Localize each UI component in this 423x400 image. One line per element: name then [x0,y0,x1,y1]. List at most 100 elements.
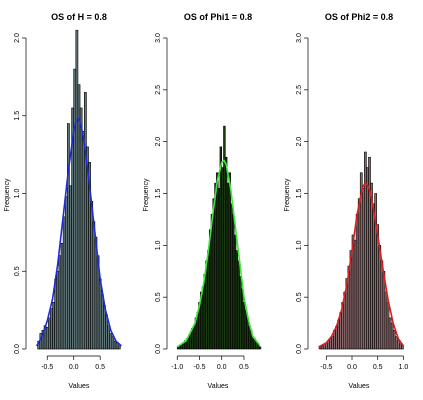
histogram-bar [258,346,262,350]
histogram-bar [73,68,77,350]
histogram-bar [329,338,332,350]
x-tick-label: -1.0 [171,364,183,371]
histogram-bar [392,330,396,350]
panel-phi2: OS of Phi2 = 0.8 Values Frequency -0.5 0.… [284,12,408,390]
histogram-bar [368,156,371,350]
y-tick-label: 1.5 [14,111,21,121]
histogram-bar [339,312,343,350]
histogram-bar [92,221,96,350]
histogram-bar [117,345,121,350]
histogram-bar [111,336,115,350]
x-axis-label: Values [349,383,370,390]
histogram-bar [357,198,361,350]
y-tick-label: 3.0 [155,33,162,43]
x-tick-label: -0.5 [320,364,332,371]
y-tick-label: 1.5 [296,189,303,199]
histogram-bar [399,343,402,350]
panel-title: OS of H = 0.8 [51,12,107,22]
histogram-bars [176,125,262,350]
histogram-bar [401,345,404,350]
y-tick-label: 2.0 [296,137,303,147]
y-tick-label: 0.5 [14,266,21,276]
histogram-bar [56,270,60,350]
density-curve [176,159,261,348]
x-tick-label: 0.0 [69,364,79,371]
histogram-bar [75,29,79,350]
x-tick-label: 0.5 [239,364,249,371]
y-tick-label: 0.5 [155,292,162,302]
y-tick-label: 2.5 [296,85,303,95]
x-tick-label: 0.5 [373,364,383,371]
histogram-bar [353,239,357,350]
x-tick-label: 0.5 [95,364,105,371]
histogram-bar [54,278,58,350]
y-tick-label: 3.0 [296,33,303,43]
histogram-bar [45,326,49,350]
histogram-bar [331,336,334,350]
histogram-bar [52,302,55,350]
histogram-bar [364,151,367,350]
histogram-bar [366,167,369,350]
histogram-bar [109,333,113,350]
histogram-bars [37,29,121,350]
y-axis-label: Frequency [284,178,291,212]
x-tick-label: -0.5 [41,364,53,371]
y-tick-label: 0.5 [296,292,303,302]
y-tick-label: 1.0 [14,189,21,199]
histogram-bar [380,260,384,350]
y-tick-label: 2.5 [155,85,162,95]
x-tick-label: 0.0 [217,364,227,371]
y-tick-label: 0.0 [296,344,303,354]
y-tick-label: 2.0 [155,137,162,147]
histogram-bar [62,216,66,350]
histogram-bars [318,151,404,350]
histogram-bar [98,278,102,350]
y-tick-label: 2.0 [14,33,21,43]
y-tick-label: 1.0 [155,240,162,250]
histogram-bar [384,291,388,350]
x-tick-label: 0.0 [347,364,357,371]
x-axis-label: Values [69,383,90,390]
x-axis-label: Values [208,383,229,390]
histogram-bar [47,317,51,350]
histogram-bar [386,302,390,350]
histogram-bar [390,322,394,350]
density-curve [35,118,122,347]
histogram-bar [372,203,375,350]
histogram-bar [67,123,70,350]
histogram-bar [90,200,94,350]
y-tick-label: 1.5 [155,189,162,199]
histogram-bar [113,340,117,350]
panel-title: OS of Phi2 = 0.8 [325,12,393,22]
histogram-bar [388,317,392,350]
histogram-bar [107,325,111,350]
x-tick-label: 1.0 [399,364,409,371]
x-tick-label: -0.5 [193,364,205,371]
histogram-bar [50,308,53,350]
histogram-bar [79,107,83,350]
histogram-bar [361,188,365,350]
panel-title: OS of Phi1 = 0.8 [184,12,252,22]
histogram-bar [69,185,72,350]
histogram-bar [100,294,104,350]
panel-phi1: OS of Phi1 = 0.8 Values Frequency -1.0 -0… [143,12,262,390]
histogram-bar [81,131,85,350]
y-tick-label: 1.0 [296,240,303,250]
panel-h: OS of H = 0.8 Values Frequency -0.5 0.0 0.… [4,12,122,390]
y-tick-label: 0.0 [155,344,162,354]
histogram-bar [370,182,373,350]
y-tick-label: 0.0 [14,344,21,354]
y-axis-label: Frequency [4,178,11,212]
histogram-bar [355,213,359,350]
histogram-bar [378,245,382,350]
density-curve [318,182,405,348]
histogram-bar [58,255,62,350]
y-axis-label: Frequency [143,178,150,212]
histogram-bar [83,92,87,350]
histogram-bar [335,325,338,350]
histogram-bar [64,196,68,350]
histogram-bar [320,345,324,350]
histogram-bar [394,336,398,350]
histogram-bar [60,242,64,350]
